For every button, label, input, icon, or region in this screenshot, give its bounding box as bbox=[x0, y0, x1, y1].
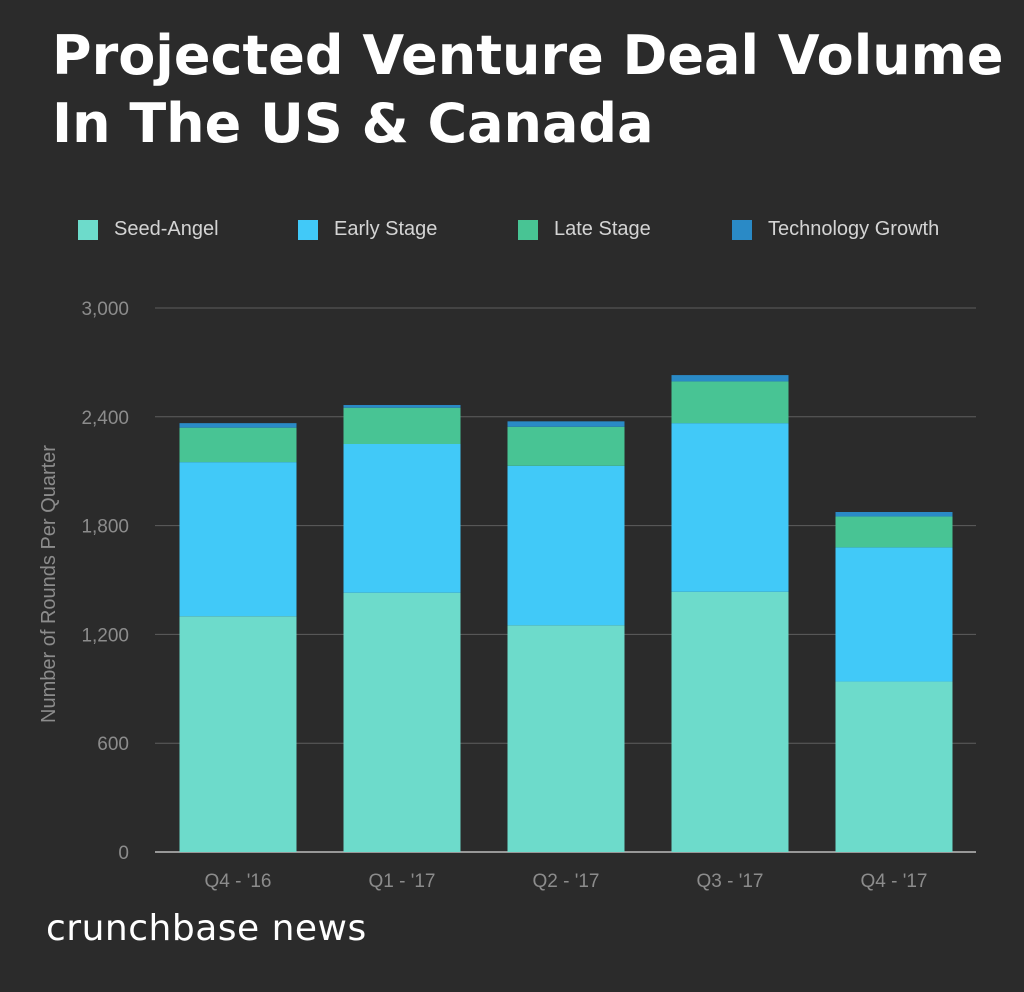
bar-seed-angel-1 bbox=[343, 592, 461, 852]
x-tick-label: Q4 - '16 bbox=[205, 871, 272, 892]
legend-item-late-stage: Late Stage bbox=[518, 218, 651, 241]
y-tick-label: 2,400 bbox=[81, 408, 129, 429]
legend-label-seed-angel: Seed-Angel bbox=[114, 218, 219, 240]
bar-technology-growth-4 bbox=[835, 512, 953, 517]
bar-seed-angel-4 bbox=[835, 681, 953, 852]
legend-item-technology-growth: Technology Growth bbox=[732, 218, 939, 241]
bar-late-stage-0 bbox=[179, 427, 297, 463]
chart-title: Projected Venture Deal Volume In The US … bbox=[52, 22, 1012, 158]
stacked-bar-chart: 0 600 1,200 1,800 2,400 3,000 Number of Rounds… bbox=[38, 299, 976, 892]
bar-early-stage-3 bbox=[671, 423, 789, 592]
brand-logo: crunchbase news bbox=[46, 908, 367, 949]
x-tick-label: Q2 - '17 bbox=[533, 871, 600, 892]
legend: Seed-Angel Early Stage Late Stage Techno… bbox=[0, 210, 1024, 250]
bar-seed-angel-3 bbox=[671, 591, 789, 852]
bar-early-stage-4 bbox=[835, 547, 953, 682]
x-tick-label: Q3 - '17 bbox=[697, 871, 764, 892]
y-tick-label: 600 bbox=[97, 734, 129, 755]
bar-seed-angel-0 bbox=[179, 616, 297, 852]
legend-item-early-stage: Early Stage bbox=[298, 218, 437, 241]
bar-technology-growth-0 bbox=[179, 423, 297, 428]
legend-label-early-stage: Early Stage bbox=[334, 218, 438, 240]
bar-late-stage-2 bbox=[507, 426, 625, 466]
bar-early-stage-0 bbox=[179, 462, 297, 617]
legend-label-technology-growth: Technology Growth bbox=[768, 218, 940, 240]
y-tick-label: 0 bbox=[118, 843, 129, 864]
bar-early-stage-1 bbox=[343, 444, 461, 593]
legend-swatch-early-stage bbox=[298, 219, 318, 240]
bar-late-stage-4 bbox=[835, 516, 953, 548]
legend-item-seed-angel: Seed-Angel bbox=[78, 218, 219, 241]
chart-title-line-1: Projected Venture Deal Volume bbox=[52, 24, 1004, 87]
y-tick-label: 3,000 bbox=[81, 299, 129, 320]
legend-label-late-stage: Late Stage bbox=[554, 218, 651, 240]
x-tick-label: Q1 - '17 bbox=[369, 871, 436, 892]
y-axis-label: Number of Rounds Per Quarter bbox=[38, 445, 60, 723]
bar-technology-growth-2 bbox=[507, 421, 625, 427]
y-tick-label: 1,800 bbox=[81, 517, 129, 538]
legend-swatch-seed-angel bbox=[78, 219, 98, 240]
bar-seed-angel-2 bbox=[507, 625, 625, 852]
bar-late-stage-3 bbox=[671, 381, 789, 424]
bar-technology-growth-1 bbox=[343, 405, 461, 408]
y-tick-label: 1,200 bbox=[81, 625, 129, 646]
bar-late-stage-1 bbox=[343, 407, 461, 444]
chart-title-line-2: In The US & Canada bbox=[52, 92, 654, 155]
legend-swatch-technology-growth bbox=[732, 219, 752, 240]
legend-swatch-late-stage bbox=[518, 219, 538, 240]
bar-early-stage-2 bbox=[507, 465, 625, 626]
bar-technology-growth-3 bbox=[671, 375, 789, 382]
x-tick-label: Q4 - '17 bbox=[861, 871, 928, 892]
